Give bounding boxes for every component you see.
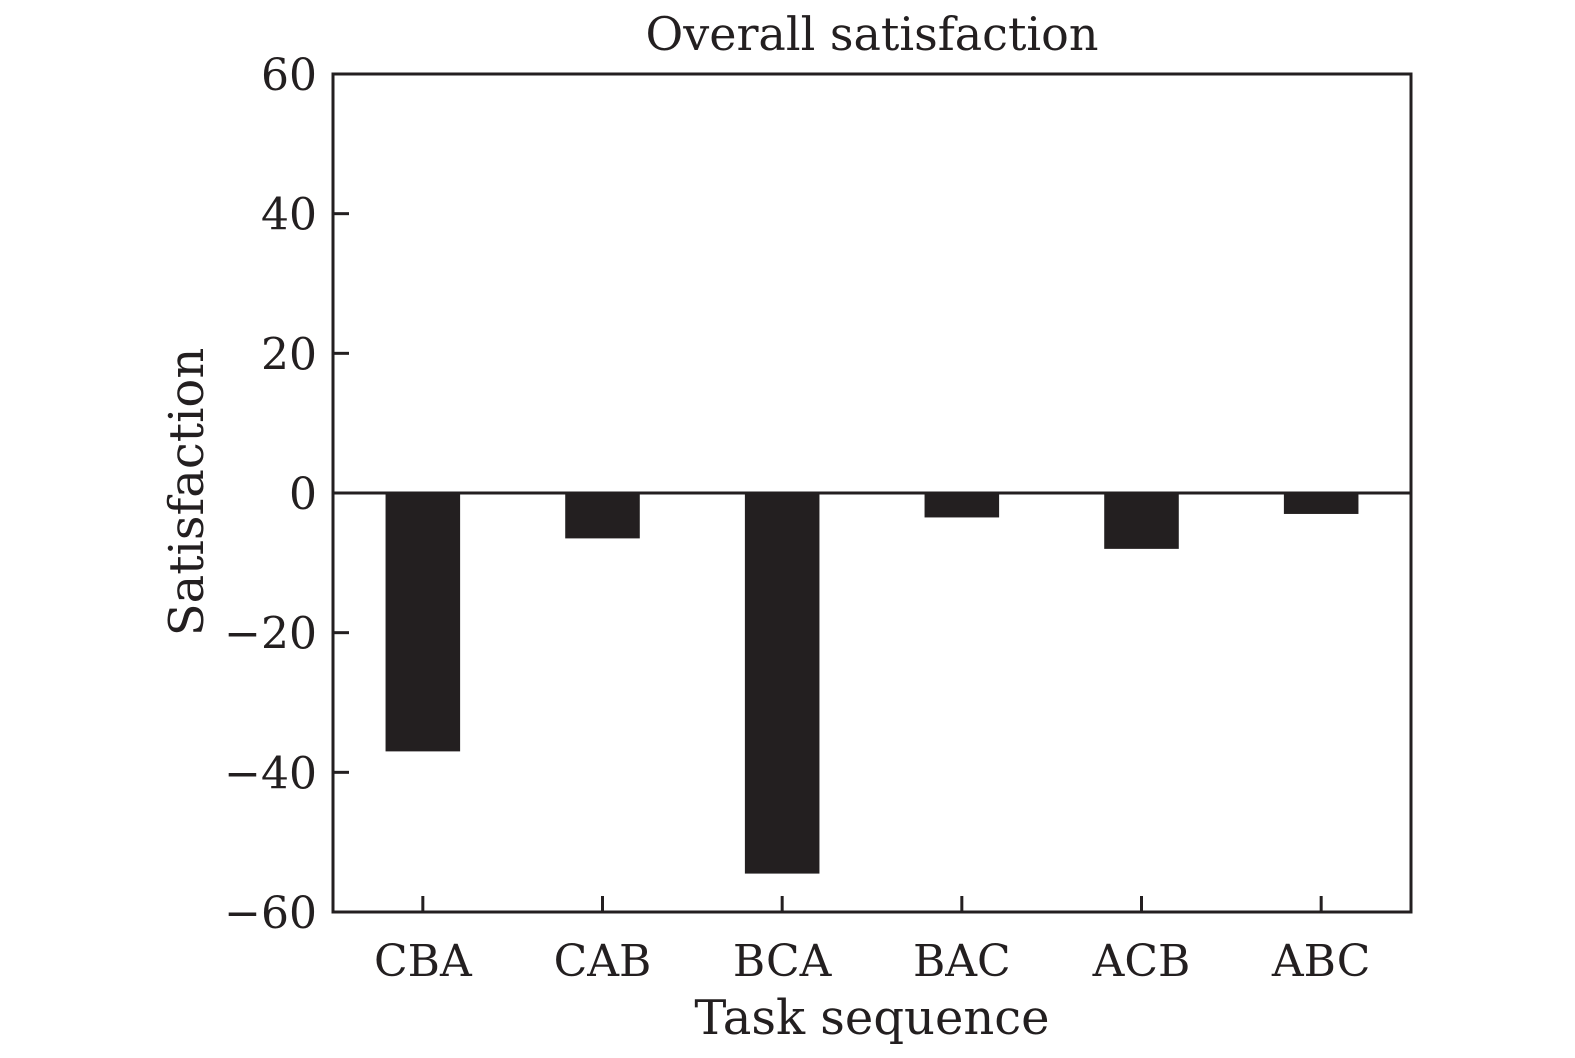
x-axis-title: Task sequence <box>694 990 1049 1046</box>
x-tick-label: ABC <box>1271 936 1371 987</box>
chart-title: Overall satisfaction <box>646 7 1099 61</box>
y-tick-label: 0 <box>289 469 317 520</box>
x-tick-label: ACB <box>1092 936 1191 987</box>
bar-abc <box>1283 493 1359 514</box>
y-axis: 60 40 20 0 −20 −40 −60 <box>224 50 349 939</box>
y-tick-label: 20 <box>261 329 317 380</box>
y-tick-label: −60 <box>224 888 317 939</box>
y-tick-label: −20 <box>224 609 317 660</box>
bar-bac <box>924 493 1000 518</box>
bar-acb <box>1104 493 1179 549</box>
x-tick-label: BCA <box>733 936 833 987</box>
bar-cab <box>565 493 640 539</box>
bar-bca <box>744 493 820 874</box>
y-tick-label: 40 <box>261 190 317 241</box>
y-axis-title: Satisfaction <box>159 348 215 637</box>
y-tick-label: 60 <box>261 50 317 101</box>
bars <box>385 493 1359 874</box>
x-tick-label: CAB <box>554 936 652 987</box>
bar-cba <box>385 493 461 752</box>
y-tick-label: −40 <box>224 748 317 799</box>
x-axis: CBA CAB BCA BAC ACB ABC <box>374 896 1371 987</box>
x-tick-label: CBA <box>374 936 473 987</box>
x-tick-label: BAC <box>913 936 1011 987</box>
